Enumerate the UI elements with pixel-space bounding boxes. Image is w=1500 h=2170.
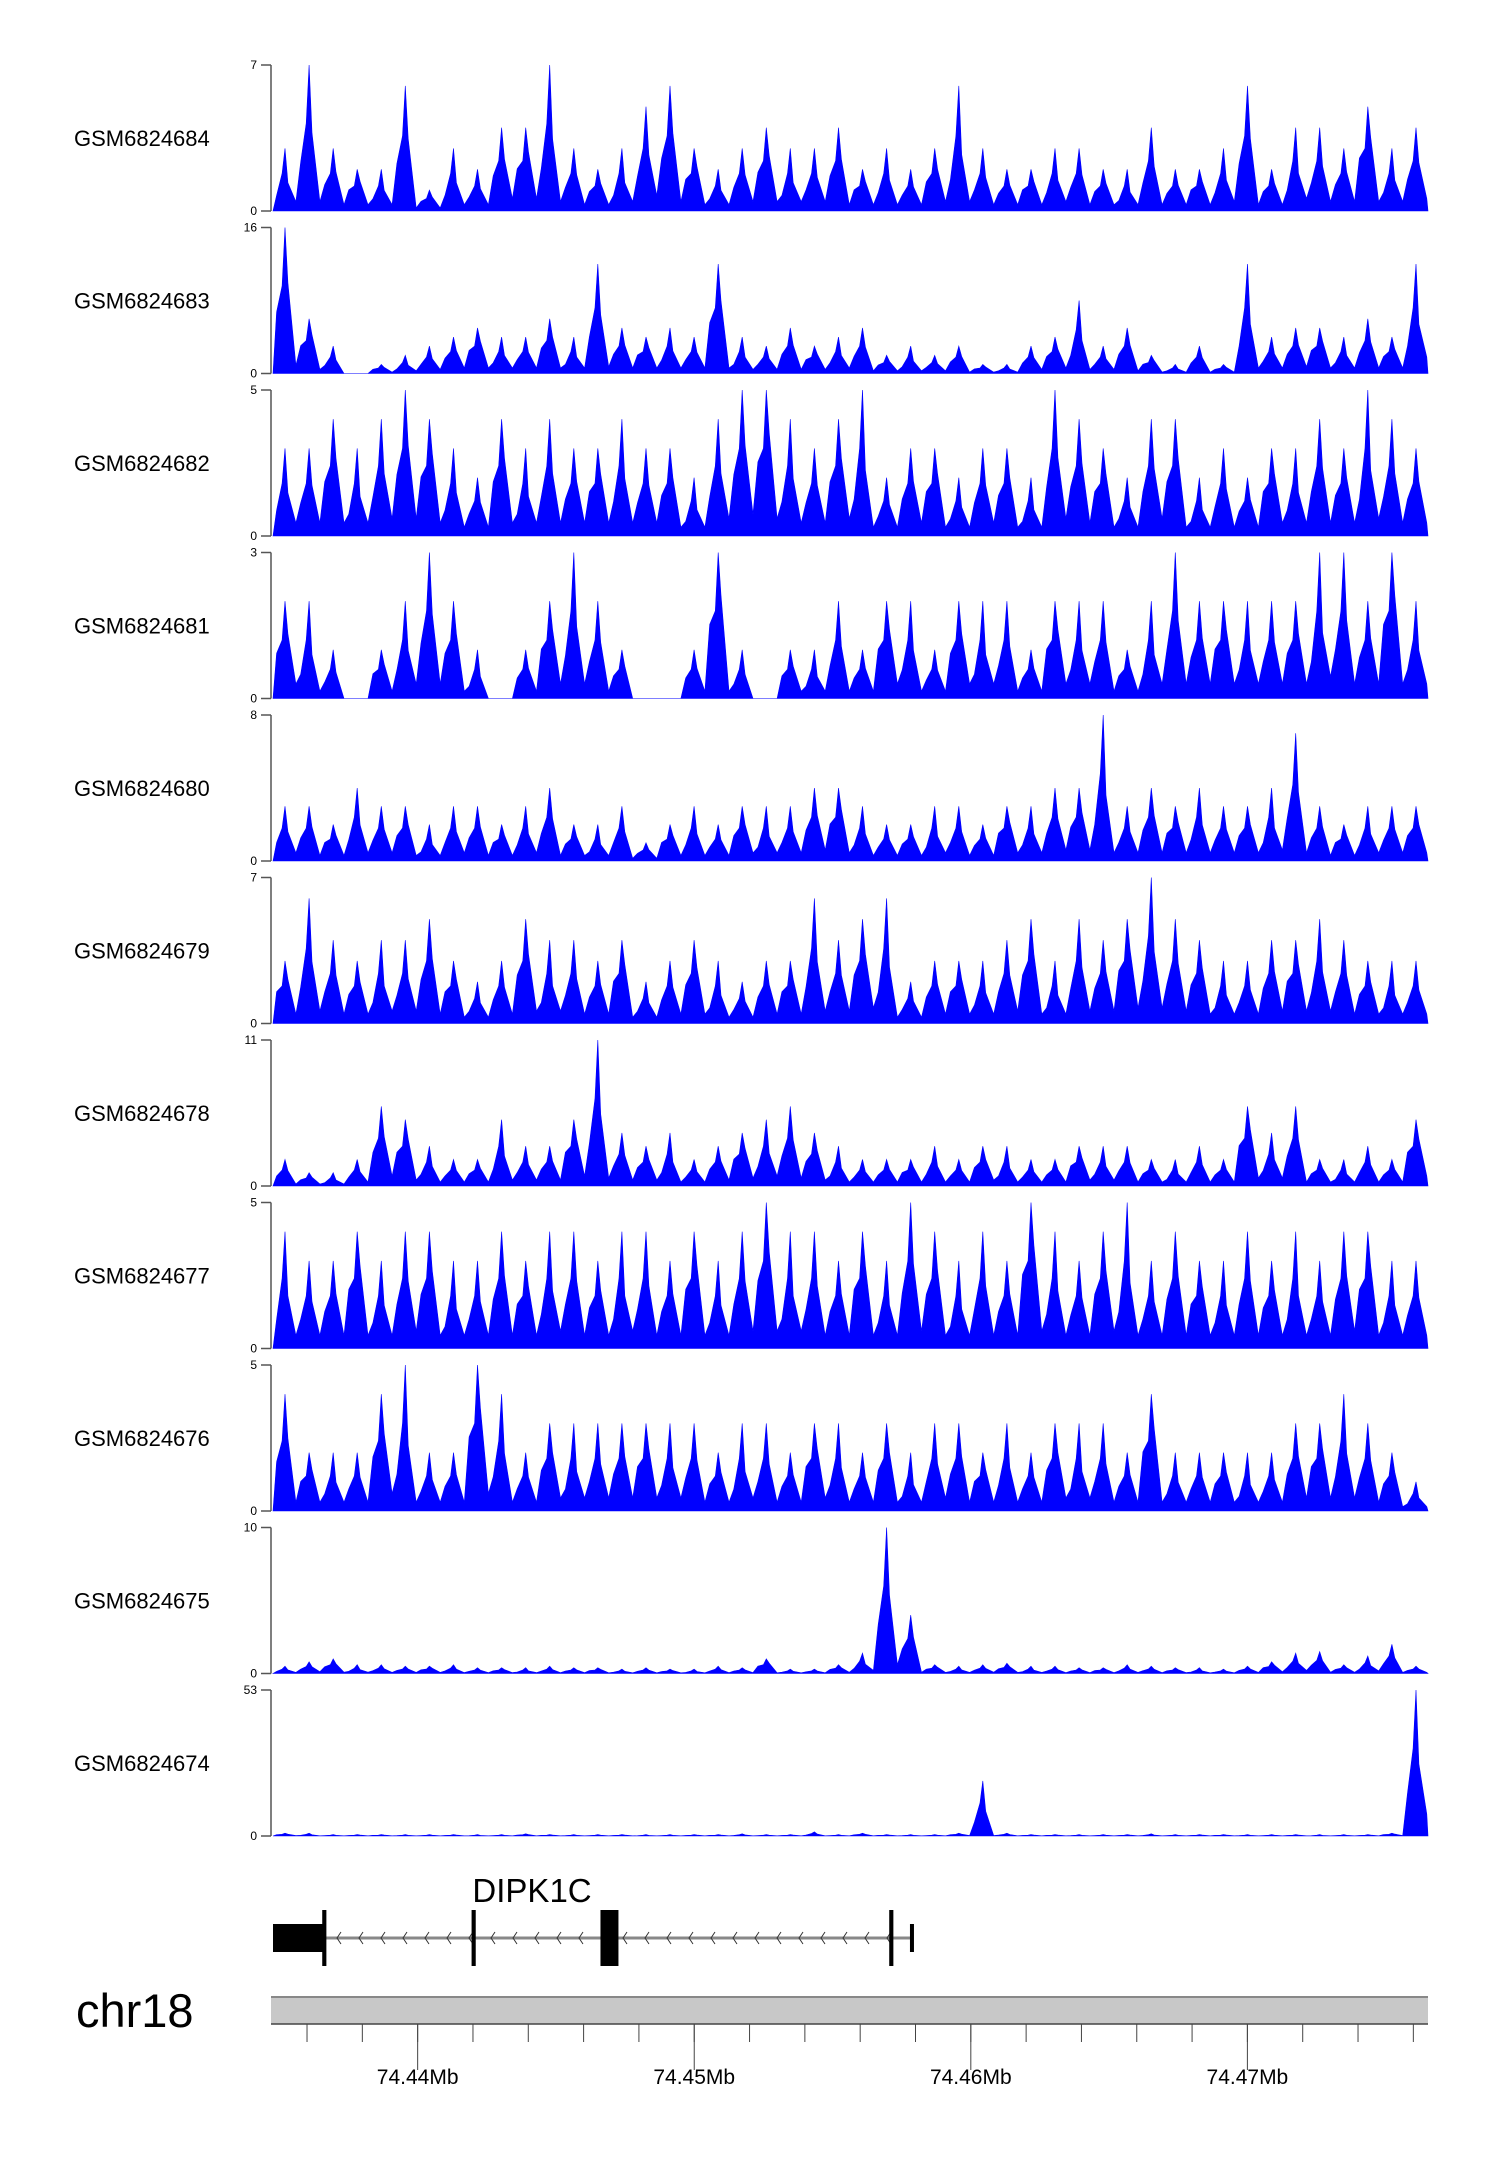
track-label: GSM6824676	[74, 1426, 210, 1451]
signal-area	[272, 1689, 1429, 1837]
track-GSM6824674: GSM6824674 53 0	[74, 1683, 1429, 1843]
strand-arrow-icon	[556, 1931, 562, 1945]
x-tick-label: 74.47Mb	[1207, 2066, 1289, 2089]
signal-area	[272, 877, 1429, 1024]
y-tick-label-max: 5	[250, 1358, 257, 1372]
signal-area	[272, 227, 1429, 374]
exon-block	[909, 1924, 914, 1952]
track-label: GSM6824674	[74, 1751, 210, 1776]
strand-arrow-icon	[710, 1931, 716, 1945]
y-tick-label-max: 3	[250, 546, 257, 560]
track-GSM6824677: GSM6824677 5 0	[74, 1196, 1429, 1356]
track-label: GSM6824684	[74, 126, 210, 151]
strand-arrow-icon	[402, 1931, 408, 1945]
track-label: GSM6824682	[74, 451, 210, 476]
track-GSM6824675: GSM6824675 10 0	[74, 1521, 1429, 1681]
x-tick-label: 74.46Mb	[930, 2066, 1012, 2089]
x-tick-label: 74.45Mb	[653, 2066, 735, 2089]
y-tick-label-min: 0	[250, 367, 257, 381]
track-GSM6824682: GSM6824682 5 0	[74, 383, 1429, 543]
y-tick-label-min: 0	[250, 204, 257, 218]
strand-arrow-icon	[776, 1931, 782, 1945]
exon-block	[600, 1910, 619, 1966]
signal-area	[272, 714, 1429, 862]
track-label: GSM6824675	[74, 1589, 210, 1614]
strand-arrow-icon	[732, 1931, 738, 1945]
strand-arrow-icon	[622, 1931, 628, 1945]
track-label: GSM6824679	[74, 939, 210, 964]
signal-area	[272, 1039, 1429, 1187]
y-tick-label-min: 0	[250, 1667, 257, 1681]
strand-arrow-icon	[644, 1931, 650, 1945]
track-label: GSM6824681	[74, 614, 210, 639]
signal-area	[272, 1202, 1429, 1349]
strand-arrow-icon	[380, 1931, 386, 1945]
track-GSM6824683: GSM6824683 16 0	[74, 221, 1429, 381]
signal-area	[271, 1527, 1429, 1674]
track-GSM6824684: GSM6824684 7 0	[74, 58, 1429, 218]
strand-arrow-icon	[490, 1931, 496, 1945]
strand-arrow-icon	[358, 1931, 364, 1945]
y-tick-label-min: 0	[250, 854, 257, 868]
y-tick-label-max: 10	[244, 1521, 258, 1535]
y-tick-label-max: 7	[250, 58, 257, 72]
y-tick-label-min: 0	[250, 1829, 257, 1843]
strand-arrow-icon	[688, 1931, 694, 1945]
track-label: GSM6824683	[74, 289, 210, 314]
y-tick-label-max: 8	[250, 708, 257, 722]
strand-arrow-icon	[424, 1931, 430, 1945]
strand-arrow-icon	[666, 1931, 672, 1945]
x-tick-label: 74.44Mb	[377, 2066, 459, 2089]
signal-area	[272, 1364, 1429, 1512]
exon-block	[471, 1910, 476, 1966]
exon-block	[889, 1910, 894, 1966]
track-GSM6824681: GSM6824681 3 0	[74, 546, 1429, 706]
strand-arrow-icon	[512, 1931, 518, 1945]
track-GSM6824680: GSM6824680 8 0	[74, 708, 1429, 868]
y-tick-label-max: 5	[250, 383, 257, 397]
y-tick-label-max: 11	[245, 1033, 258, 1047]
signal-area	[272, 64, 1429, 212]
strand-arrow-icon	[578, 1931, 584, 1945]
track-label: GSM6824678	[74, 1101, 210, 1126]
track-label: GSM6824677	[74, 1264, 210, 1289]
y-tick-label-min: 0	[250, 692, 257, 706]
strand-arrow-icon	[534, 1931, 540, 1945]
y-tick-label-min: 0	[250, 1179, 257, 1193]
y-tick-label-min: 0	[250, 1342, 257, 1356]
y-tick-label-max: 16	[244, 221, 258, 235]
strand-arrow-icon	[336, 1931, 342, 1945]
track-GSM6824678: GSM6824678 11 0	[74, 1033, 1429, 1193]
y-tick-label-min: 0	[250, 529, 257, 543]
strand-arrow-icon	[864, 1931, 870, 1945]
chromosome-bar	[271, 1996, 1428, 2024]
strand-arrow-icon	[842, 1931, 848, 1945]
strand-arrow-icon	[446, 1931, 452, 1945]
y-tick-label-max: 53	[244, 1683, 258, 1697]
y-tick-label-max: 7	[250, 871, 257, 885]
signal-area	[272, 552, 1429, 699]
utr-block	[273, 1924, 324, 1952]
chromosome-axis: chr18 74.44Mb 74.45Mb 74.46Mb 74.47Mb	[76, 1984, 1428, 2089]
signal-area	[272, 389, 1429, 537]
track-GSM6824676: GSM6824676 5 0	[74, 1358, 1429, 1518]
track-GSM6824679: GSM6824679 7 0	[74, 871, 1429, 1031]
y-tick-label-max: 5	[250, 1196, 257, 1210]
chromosome-label: chr18	[76, 1984, 194, 2037]
track-label: GSM6824680	[74, 776, 210, 801]
gene-label: DIPK1C	[472, 1872, 591, 1909]
strand-arrow-icon	[820, 1931, 826, 1945]
y-tick-label-min: 0	[250, 1504, 257, 1518]
strand-arrow-icon	[798, 1931, 804, 1945]
gene-model-DIPK1C: DIPK1C	[273, 1872, 914, 1966]
y-tick-label-min: 0	[250, 1017, 257, 1031]
strand-arrow-icon	[754, 1931, 760, 1945]
exon-block	[322, 1910, 327, 1966]
